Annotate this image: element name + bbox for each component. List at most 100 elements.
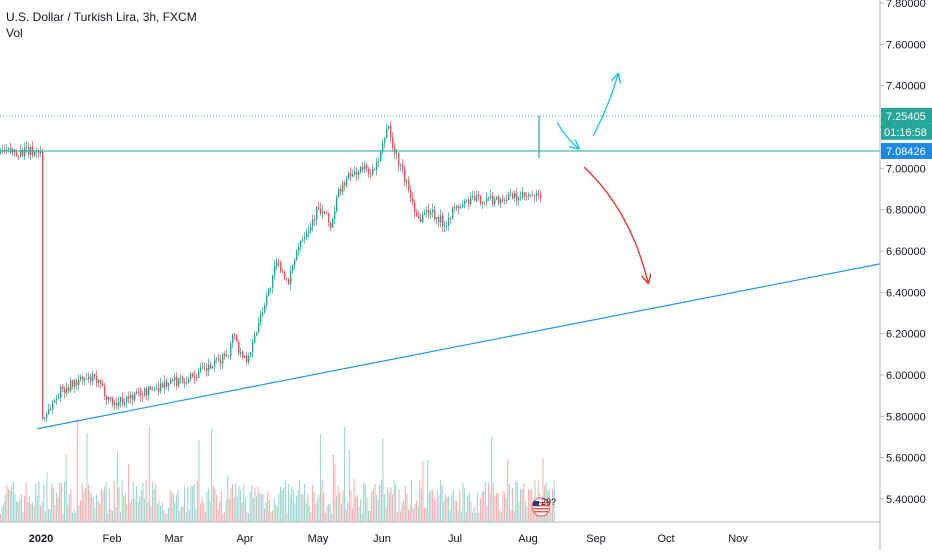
volume-bar: [457, 510, 459, 522]
candle-body: [68, 387, 70, 391]
candle-body: [44, 417, 46, 419]
volume-bar: [278, 492, 280, 522]
volume-bar: [86, 433, 88, 522]
volume-bar: [171, 492, 173, 522]
candle-body: [196, 377, 198, 378]
volume-bar: [216, 494, 218, 522]
volume-bar: [156, 504, 158, 522]
volume-bar: [257, 487, 259, 522]
countdown-tag: 01:16:58: [884, 127, 927, 139]
candle-body: [426, 209, 428, 213]
candle-body: [460, 207, 462, 209]
candle-body: [180, 377, 182, 379]
volume-bar: [492, 483, 494, 522]
volume-bar: [518, 502, 520, 522]
volume-bar: [200, 504, 202, 522]
candle-body: [152, 389, 154, 391]
candle-body: [516, 192, 518, 201]
volume-bar: [348, 449, 350, 522]
candle-body: [216, 358, 218, 360]
volume-bar: [420, 488, 422, 522]
candle-body: [398, 152, 400, 166]
volume-bar: [342, 490, 344, 522]
candle-body: [258, 322, 260, 333]
volume-bar: [27, 502, 29, 522]
volume-bar: [513, 511, 515, 522]
candle-body: [334, 211, 336, 220]
volume-bar: [270, 512, 272, 522]
candle-body: [4, 149, 6, 151]
candle-body: [282, 271, 284, 273]
candle-body: [136, 391, 138, 394]
candle-body: [346, 178, 348, 186]
candle-body: [238, 341, 240, 354]
volume-bar: [142, 483, 144, 522]
candle-body: [372, 169, 374, 175]
bullish-arrow: [592, 75, 618, 137]
candle-body: [360, 166, 362, 173]
volume-bar: [504, 492, 506, 522]
volume-bar: [28, 496, 30, 522]
candle-body: [88, 376, 90, 380]
candle-body: [62, 386, 64, 389]
volume-bar: [472, 512, 474, 522]
candle-body: [80, 376, 82, 380]
candle-body: [350, 173, 352, 177]
candle-body: [308, 231, 310, 233]
volume-bar: [14, 493, 16, 522]
volume-bar: [112, 511, 114, 522]
symbol-title[interactable]: U.S. Dollar / Turkish Lira, 3h, FXCM: [6, 10, 197, 24]
volume-bar: [124, 492, 126, 522]
candle-body: [302, 239, 304, 241]
volume-bar: [475, 512, 477, 522]
volume-bar: [332, 454, 334, 522]
volume-bar: [67, 504, 69, 522]
volume-bar: [256, 496, 258, 522]
candle-body: [50, 409, 52, 411]
flag-stripe: [533, 502, 549, 504]
volume-label[interactable]: Vol: [6, 26, 23, 40]
volume-bar: [43, 483, 45, 522]
candle-body: [386, 128, 388, 138]
volume-bar: [220, 491, 222, 522]
candle-body: [504, 200, 506, 201]
volume-bar: [97, 501, 99, 522]
volume-bar: [4, 495, 6, 522]
candle-body: [252, 342, 254, 353]
candle-body: [450, 217, 452, 219]
candle-body: [240, 351, 242, 354]
volume-bar: [176, 494, 178, 522]
volume-bar: [44, 511, 46, 522]
volume-bar: [267, 491, 269, 522]
volume-bar: [313, 492, 315, 522]
candle-body: [72, 380, 74, 387]
candle-body: [538, 192, 540, 195]
drawings[interactable]: [0, 75, 881, 430]
candle-body: [122, 397, 124, 405]
x-tick-label: Apr: [236, 533, 253, 545]
volume-bar: [497, 492, 499, 522]
volume-bar: [40, 505, 42, 522]
candle-body: [202, 367, 204, 369]
candle-body: [248, 356, 250, 362]
volume-bar: [20, 494, 22, 522]
volume-bar: [190, 485, 192, 522]
candle-body: [108, 397, 110, 400]
volume-bar: [17, 502, 19, 522]
volume-bar: [384, 494, 386, 522]
candle-body: [120, 397, 122, 402]
candle-body: [458, 205, 460, 209]
volume-bar: [302, 494, 304, 522]
chart-legend: U.S. Dollar / Turkish Lira, 3h, FXCM Vol: [6, 9, 197, 41]
volume-bar: [368, 510, 370, 522]
volume-bar: [152, 482, 154, 522]
volume-bar: [318, 495, 320, 522]
volume-bar: [252, 497, 254, 522]
candle-body: [472, 196, 474, 198]
candle-body: [228, 355, 230, 357]
volume-bar: [468, 491, 470, 522]
candle-body: [24, 147, 26, 157]
volume-bar: [374, 483, 376, 522]
